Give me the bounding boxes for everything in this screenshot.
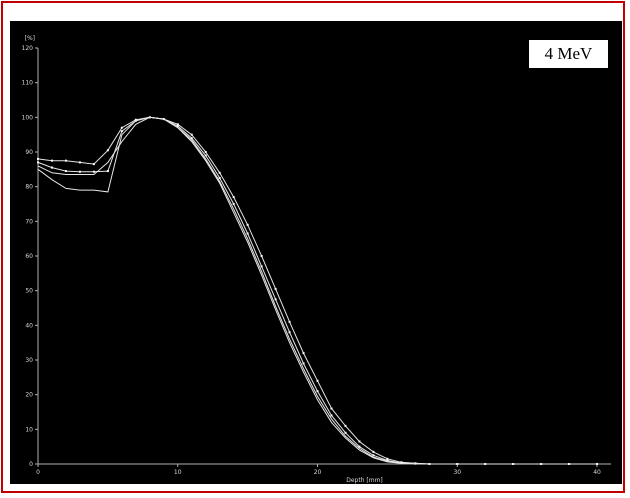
series-2-point bbox=[358, 445, 361, 448]
series-1-point bbox=[358, 440, 361, 443]
x-axis-title: Depth [mm] bbox=[346, 477, 383, 484]
series-1-point bbox=[302, 352, 305, 355]
series-1-point bbox=[316, 379, 319, 382]
y-tick-label: 40 bbox=[25, 322, 33, 329]
series-2-point bbox=[190, 137, 193, 140]
series-2-point bbox=[232, 203, 235, 205]
y-tick-label: 60 bbox=[25, 253, 33, 260]
series-1-point bbox=[190, 133, 193, 136]
series-1-point bbox=[344, 424, 347, 427]
series-2-point bbox=[64, 170, 67, 173]
y-tick-label: 80 bbox=[25, 184, 33, 191]
series-1-point bbox=[260, 255, 263, 257]
x-tick-label: 20 bbox=[314, 469, 322, 476]
series-2-point bbox=[78, 170, 81, 173]
series-1-point bbox=[218, 171, 221, 174]
series-1-point bbox=[92, 163, 95, 166]
series-1-point bbox=[330, 407, 333, 410]
y-tick-label: 50 bbox=[25, 288, 33, 295]
series-2-point bbox=[120, 130, 123, 133]
y-tick-label: 10 bbox=[25, 426, 33, 433]
series-1-point bbox=[204, 151, 207, 153]
series-2-point bbox=[204, 154, 207, 157]
series-1-point bbox=[288, 320, 291, 323]
series-1-point bbox=[37, 157, 39, 160]
x-tick-label: 10 bbox=[174, 469, 182, 476]
series-2-point bbox=[386, 459, 389, 462]
figure-frame: 0 10 20 30 40 50 60 70 80 90 100 110 120 0 10 20 30 40 [%]… bbox=[1, 1, 625, 493]
y-tick-label: 120 bbox=[22, 45, 34, 52]
y-tick-label: 90 bbox=[25, 149, 33, 156]
series-1-point bbox=[274, 287, 277, 290]
y-tick-label: 100 bbox=[22, 114, 34, 121]
series-2-point bbox=[218, 177, 221, 179]
series-line-1 bbox=[37, 116, 597, 465]
series-2-point bbox=[106, 170, 109, 173]
series-1-point bbox=[64, 159, 67, 162]
x-tick-label: 0 bbox=[36, 469, 40, 476]
series-2-point bbox=[344, 431, 347, 434]
y-axis-title: [%] bbox=[25, 35, 35, 42]
series-1-point bbox=[372, 450, 375, 453]
x-tick-label: 40 bbox=[593, 469, 601, 476]
series-2-point bbox=[246, 232, 249, 235]
series-2-point bbox=[92, 170, 95, 173]
series-2-point bbox=[372, 454, 375, 457]
series-1-point bbox=[134, 118, 137, 121]
y-tick-label: 20 bbox=[25, 392, 33, 399]
series-2-point bbox=[288, 331, 291, 334]
series-line-3 bbox=[37, 116, 597, 465]
series-2-point bbox=[274, 298, 277, 301]
series-1-point bbox=[232, 196, 235, 199]
series-1-point bbox=[176, 123, 179, 126]
series-line-4 bbox=[37, 116, 597, 465]
energy-label: 4 MeV bbox=[528, 39, 609, 69]
y-tick-label: 0 bbox=[29, 461, 33, 468]
series-1-point bbox=[246, 223, 249, 226]
series-2-point bbox=[316, 390, 319, 393]
series-2-point bbox=[302, 362, 305, 365]
y-tick-label: 30 bbox=[25, 357, 33, 364]
series-2-point bbox=[330, 414, 333, 417]
series-1-point bbox=[120, 126, 123, 129]
series-line-2 bbox=[37, 116, 597, 465]
y-tick-label: 70 bbox=[25, 218, 33, 225]
series-2-point bbox=[176, 125, 179, 127]
series-2-point bbox=[50, 166, 53, 169]
y-tick-label: 110 bbox=[22, 80, 34, 87]
depth-dose-chart: 0 10 20 30 40 50 60 70 80 90 100 110 120 0 10 20 30 40 [%]… bbox=[22, 35, 611, 484]
series-1-point bbox=[50, 159, 53, 162]
series-2-point bbox=[260, 265, 263, 268]
series-2-point bbox=[596, 463, 599, 465]
series-1-point bbox=[106, 149, 109, 152]
x-tick-label: 30 bbox=[453, 469, 461, 476]
series-2-point bbox=[37, 161, 39, 164]
series-1-point bbox=[78, 161, 81, 164]
series-1-point bbox=[386, 457, 389, 460]
plot-panel: 0 10 20 30 40 50 60 70 80 90 100 110 120 0 10 20 30 40 [%]… bbox=[10, 21, 622, 484]
